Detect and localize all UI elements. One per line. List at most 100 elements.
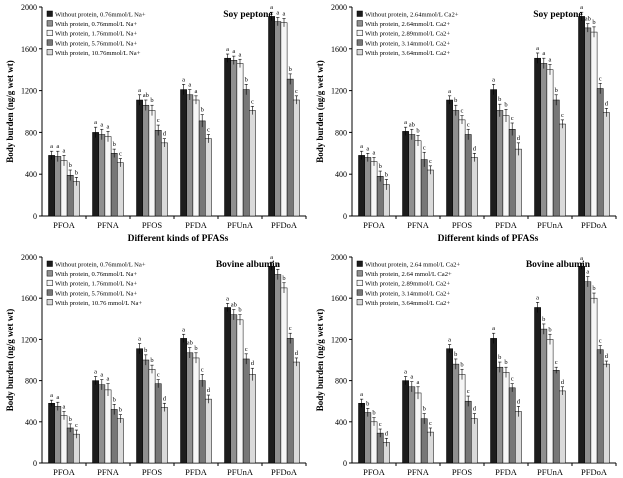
significance-letter: c <box>207 126 210 133</box>
y-tick-label: 800 <box>25 377 37 386</box>
significance-letter: d <box>605 353 609 360</box>
significance-letter: b <box>498 354 501 361</box>
legend-label: With protein, 10.76 mmol/L Na+ <box>55 300 142 307</box>
significance-letter: ab <box>409 121 415 128</box>
bar <box>508 129 516 217</box>
x-tick-label: PFOS <box>142 467 163 477</box>
bar <box>142 104 150 217</box>
y-tick-label: 1200 <box>21 335 37 344</box>
significance-letter: b <box>542 316 545 323</box>
legend-swatch <box>356 299 363 306</box>
bar <box>274 274 282 464</box>
bar <box>110 409 118 464</box>
significance-letter: d <box>163 131 167 138</box>
significance-letter: a <box>94 119 97 126</box>
bar <box>471 418 478 464</box>
y-axis-label: Body burden (ng/g wet wt) <box>5 309 15 412</box>
significance-letter: c <box>599 75 602 82</box>
x-tick-label: PFDoA <box>271 220 298 230</box>
significance-letter: b <box>379 163 382 170</box>
significance-letter: c <box>157 372 160 379</box>
x-tick-label: PFOS <box>452 220 473 230</box>
legend-swatch <box>356 10 363 17</box>
bar <box>408 386 416 464</box>
significance-letter: a <box>417 379 420 386</box>
significance-letter: ab <box>187 340 193 347</box>
bar <box>98 384 106 464</box>
y-tick-label: 1600 <box>21 294 37 303</box>
legend-swatch <box>46 289 53 296</box>
significance-letter: c <box>423 144 426 151</box>
chart-title: Soy peptone <box>533 10 582 20</box>
bar <box>603 112 610 217</box>
bar <box>192 99 200 217</box>
y-tick-label: 800 <box>335 377 347 386</box>
x-tick-label: PFUnA <box>537 220 564 230</box>
significance-letter: c <box>561 112 564 119</box>
significance-letter: a <box>360 391 363 398</box>
significance-letter: c <box>461 108 464 115</box>
bar <box>496 366 504 464</box>
bar <box>54 156 62 217</box>
legend-swatch <box>356 39 363 46</box>
y-tick-label: 1200 <box>331 87 347 96</box>
bar <box>230 314 238 464</box>
chart-title: Soy peptone <box>223 10 272 20</box>
bar <box>496 110 504 217</box>
x-tick-label: PFNA <box>97 467 120 477</box>
significance-letter: a <box>580 4 583 11</box>
bar <box>402 380 409 464</box>
significance-letter: b <box>454 97 457 104</box>
significance-letter: c <box>429 158 432 165</box>
significance-letter: c <box>467 121 470 128</box>
significance-letter: c <box>289 325 292 332</box>
y-axis-label: Body burden (ng/g wet wt) <box>315 60 325 163</box>
legend-swatch <box>46 49 53 56</box>
significance-letter: b <box>150 357 153 364</box>
y-axis-label: Body burden (ng/g wet wt) <box>5 60 15 163</box>
significance-letter: b <box>548 326 551 333</box>
significance-letter: a <box>232 48 235 55</box>
significance-letter: a <box>366 145 369 152</box>
significance-letter: b <box>385 171 388 178</box>
significance-letter: a <box>373 149 376 156</box>
bar <box>559 123 566 217</box>
legend-swatch <box>46 39 53 46</box>
significance-letter: a <box>586 269 589 276</box>
bar <box>596 88 604 217</box>
bar <box>364 157 372 217</box>
legend-label: With protein, 3.14mmol/L Ca2+ <box>365 40 450 47</box>
significance-letter: c <box>599 338 602 345</box>
bar <box>376 176 384 217</box>
bar <box>408 134 416 217</box>
significance-letter: a <box>276 261 279 268</box>
bar <box>274 21 282 217</box>
significance-letter: a <box>410 374 413 381</box>
significance-letter: c <box>511 115 514 122</box>
y-tick-label: 2000 <box>21 253 37 262</box>
significance-letter: c <box>467 388 470 395</box>
significance-letter: a <box>580 255 583 262</box>
legend-swatch <box>46 279 53 286</box>
x-tick-label: PFDA <box>185 220 208 230</box>
y-axis-label: Body burden (ng/g wet wt) <box>315 309 325 412</box>
significance-letter: a <box>404 119 407 126</box>
y-tick-label: 400 <box>335 170 347 179</box>
significance-letter: c <box>201 366 204 373</box>
legend-label: With protein, 2.64 mmol/L Ca2+ <box>365 271 452 278</box>
legend-label: With protein, 2.89mmol/L Ca2+ <box>365 31 450 38</box>
bar <box>590 31 598 217</box>
x-tick-label: PFDoA <box>581 467 608 477</box>
bar <box>161 407 168 464</box>
y-tick-label: 2000 <box>21 3 37 12</box>
bar <box>490 89 497 217</box>
legend-label: Without protein, 2.64mmol/L Ca2+ <box>365 12 459 19</box>
legend-swatch <box>356 49 363 56</box>
x-tick-label: PFDA <box>495 467 518 477</box>
y-tick-label: 2000 <box>331 3 347 12</box>
legend-label: With protein, 1.76mmol/L Na+ <box>55 31 137 38</box>
significance-letter: b <box>119 407 122 414</box>
bar <box>427 169 434 217</box>
significance-letter: d <box>605 100 609 107</box>
significance-letter: b <box>113 141 116 148</box>
